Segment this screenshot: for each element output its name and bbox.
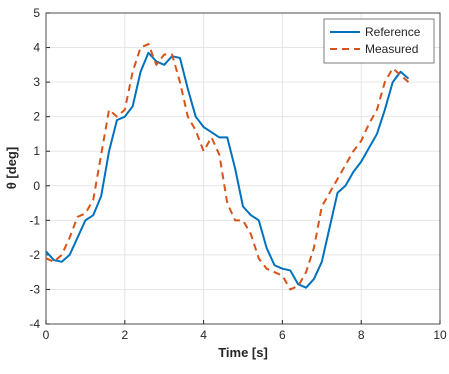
y-tick-label: 2 <box>33 110 40 124</box>
y-tick-label: 4 <box>33 41 40 55</box>
x-tick-label: 4 <box>200 328 207 342</box>
data-line <box>45 51 410 289</box>
y-tick-label: -1 <box>29 213 40 227</box>
legend-box <box>323 18 435 64</box>
legend: Reference Measured <box>323 18 435 64</box>
x-tick-label: 0 <box>43 328 50 342</box>
y-tick-label: 0 <box>33 179 40 193</box>
x-tick-label: 10 <box>433 328 447 342</box>
plot-area <box>46 13 440 324</box>
legend-label: Measured <box>365 42 418 56</box>
y-tick-label: 3 <box>33 75 40 89</box>
y-tick-label: 5 <box>33 6 40 20</box>
y-tick-label: 1 <box>33 144 40 158</box>
legend-label: Reference <box>365 25 421 39</box>
x-axis-label: Time [s] <box>218 345 268 360</box>
x-tick-label: 6 <box>279 328 286 342</box>
y-axis-label: θ [deg] <box>4 147 19 189</box>
y-tick-label: -3 <box>29 282 40 296</box>
y-tick-label: -4 <box>29 317 40 331</box>
x-tick-label: 8 <box>358 328 365 342</box>
y-tick-label: -2 <box>29 248 40 262</box>
axes-box <box>45 12 441 325</box>
x-tick-label: 2 <box>121 328 128 342</box>
data-line <box>45 43 410 291</box>
